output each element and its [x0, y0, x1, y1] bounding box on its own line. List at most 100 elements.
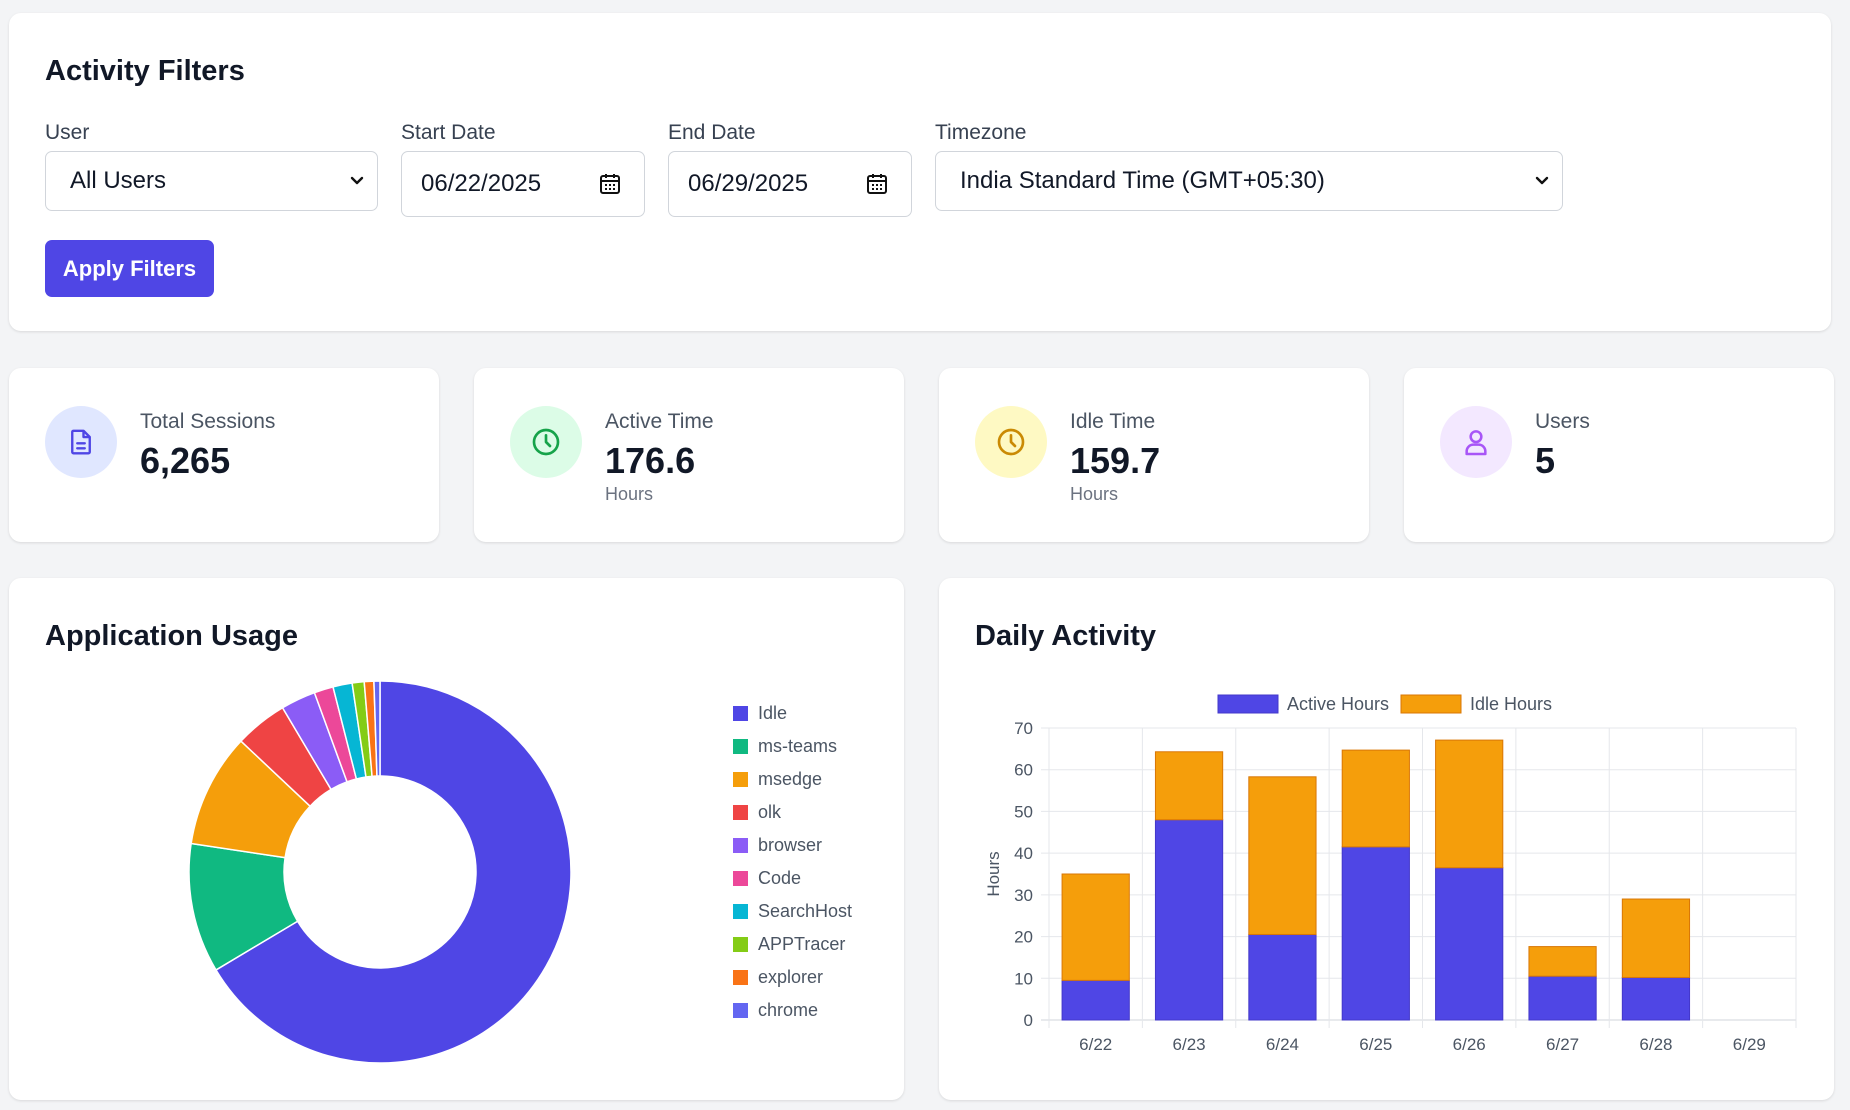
- user-icon: [1440, 406, 1512, 478]
- legend-swatch: [1400, 694, 1462, 714]
- y-tick-label: 30: [1014, 886, 1033, 905]
- calendar-icon[interactable]: [598, 172, 622, 196]
- stat-label: Idle Time: [1070, 410, 1156, 433]
- end-date-value: 06/29/2025: [688, 170, 809, 197]
- legend-item-ms-teams[interactable]: ms-teams: [733, 736, 837, 757]
- y-tick-label: 10: [1014, 969, 1033, 988]
- donut-slice-chrome[interactable]: [373, 680, 381, 777]
- x-tick-label: 6/29: [1733, 1035, 1766, 1054]
- legend-swatch: [1217, 694, 1279, 714]
- legend-item-olk[interactable]: olk: [733, 802, 781, 823]
- user-label: User: [45, 121, 90, 144]
- x-tick-label: 6/24: [1266, 1035, 1299, 1054]
- calendar-icon[interactable]: [865, 172, 889, 196]
- legend-item-code[interactable]: Code: [733, 868, 801, 889]
- legend-label: Idle: [758, 703, 788, 723]
- legend-item-searchhost[interactable]: SearchHost: [733, 901, 852, 922]
- bar-idle-hours-6-28[interactable]: [1621, 898, 1691, 978]
- timezone-select-value: India Standard Time (GMT+05:30): [960, 167, 1325, 194]
- x-tick-label: 6/26: [1453, 1035, 1486, 1054]
- legend-swatch: [733, 1003, 748, 1018]
- chevron-down-icon: [350, 176, 364, 185]
- legend-item-apptracer[interactable]: APPTracer: [733, 934, 845, 955]
- legend-swatch: [733, 805, 748, 820]
- bar-active-hours-6-23[interactable]: [1154, 819, 1224, 1021]
- legend-item-active-hours[interactable]: Active Hours: [1287, 694, 1389, 714]
- x-tick-label: 6/23: [1173, 1035, 1206, 1054]
- legend-swatch: [733, 970, 748, 985]
- bar-idle-hours-6-23[interactable]: [1154, 751, 1224, 821]
- bar-idle-hours-6-26[interactable]: [1435, 739, 1504, 869]
- y-tick-label: 50: [1014, 802, 1033, 821]
- apply-filters-button[interactable]: Apply Filters: [45, 240, 214, 297]
- application-usage-card: Application Usage Idle ms-teams msedge olk b…: [9, 578, 904, 1100]
- stat-value: 159.7: [1070, 440, 1161, 481]
- legend-item-idle-hours[interactable]: Idle Hours: [1470, 694, 1552, 714]
- user-select-value: All Users: [70, 167, 167, 194]
- clock-icon: [510, 406, 582, 478]
- y-axis-label: Hours: [984, 851, 1003, 896]
- bar-active-hours-6-24[interactable]: [1248, 933, 1317, 1021]
- app-usage-donut-chart: [188, 680, 572, 1064]
- bar-idle-hours-6-25[interactable]: [1341, 749, 1410, 848]
- legend-swatch: [733, 937, 748, 952]
- bar-idle-hours-6-24[interactable]: [1248, 776, 1317, 935]
- stat-label: Users: [1535, 410, 1590, 433]
- stat-value: 6,265: [140, 440, 231, 481]
- stat-card-total-sessions: Total Sessions 6,265: [9, 368, 439, 542]
- y-tick-label: 40: [1014, 844, 1033, 863]
- y-tick-label: 70: [1014, 719, 1033, 738]
- legend-label: APPTracer: [758, 934, 846, 954]
- filters-title: Activity Filters: [45, 55, 245, 87]
- daily-activity-title: Daily Activity: [975, 620, 1157, 652]
- legend-item-chrome[interactable]: chrome: [733, 1000, 818, 1021]
- stat-card-users: Users 5: [1404, 368, 1834, 542]
- legend-item-msedge[interactable]: msedge: [733, 769, 822, 790]
- legend-swatch: [733, 871, 748, 886]
- x-tick-label: 6/22: [1079, 1035, 1112, 1054]
- y-tick-label: 60: [1014, 761, 1033, 780]
- daily-activity-card: Daily Activity 0 10 20 30 40 50 60 70 6/22 6/23 6/…: [939, 578, 1834, 1100]
- document-icon: [45, 406, 117, 478]
- timezone-select[interactable]: India Standard Time (GMT+05:30): [935, 151, 1563, 211]
- clock-icon: [975, 406, 1047, 478]
- bar-idle-hours-6-22[interactable]: [1061, 873, 1130, 981]
- legend-label: msedge: [758, 769, 823, 789]
- legend-label: SearchHost: [758, 901, 853, 921]
- bar-active-hours-6-26[interactable]: [1435, 867, 1504, 1021]
- y-tick-label: 0: [1024, 1011, 1033, 1030]
- start-date-input[interactable]: 06/22/2025: [401, 151, 645, 217]
- x-tick-label: 6/25: [1359, 1035, 1392, 1054]
- app-usage-title: Application Usage: [45, 620, 298, 652]
- bar-active-hours-6-22[interactable]: [1061, 979, 1130, 1021]
- legend-swatch: [733, 838, 748, 853]
- legend-item-browser[interactable]: browser: [733, 835, 822, 856]
- y-tick-label: 20: [1014, 928, 1033, 947]
- daily-activity-bar-chart: 0 10 20 30 40 50 60 70 6/22 6/23 6/24 6/25 6/26 6/27 6…: [984, 694, 1797, 1054]
- stat-card-active-time: Active Time 176.6 Hours: [474, 368, 904, 542]
- legend-label: explorer: [758, 967, 824, 987]
- activity-filters-card: Activity Filters User All Users Start Da…: [9, 13, 1831, 331]
- end-date-label: End Date: [668, 121, 756, 144]
- legend-item-idle[interactable]: Idle: [733, 703, 787, 724]
- bar-active-hours-6-25[interactable]: [1341, 846, 1410, 1021]
- bar-active-hours-6-28[interactable]: [1621, 976, 1691, 1021]
- legend-swatch: [733, 772, 748, 787]
- legend-label: ms-teams: [758, 736, 838, 756]
- end-date-input[interactable]: 06/29/2025: [668, 151, 912, 217]
- donut-slice-idle[interactable]: [214, 680, 572, 1064]
- legend-label: browser: [758, 835, 823, 855]
- legend-label: Code: [758, 868, 802, 888]
- stat-label: Total Sessions: [140, 410, 276, 433]
- stat-unit: Hours: [1070, 484, 1119, 504]
- legend-swatch: [733, 706, 748, 721]
- chevron-down-icon: [1535, 176, 1549, 185]
- user-select[interactable]: All Users: [45, 151, 378, 211]
- legend-item-explorer[interactable]: explorer: [733, 967, 823, 988]
- stat-label: Active Time: [605, 410, 714, 433]
- bar-active-hours-6-27[interactable]: [1528, 975, 1597, 1021]
- stat-unit: Hours: [605, 484, 654, 504]
- start-date-value: 06/22/2025: [421, 170, 542, 197]
- bar-idle-hours-6-27[interactable]: [1528, 946, 1597, 977]
- legend-label: olk: [758, 802, 782, 822]
